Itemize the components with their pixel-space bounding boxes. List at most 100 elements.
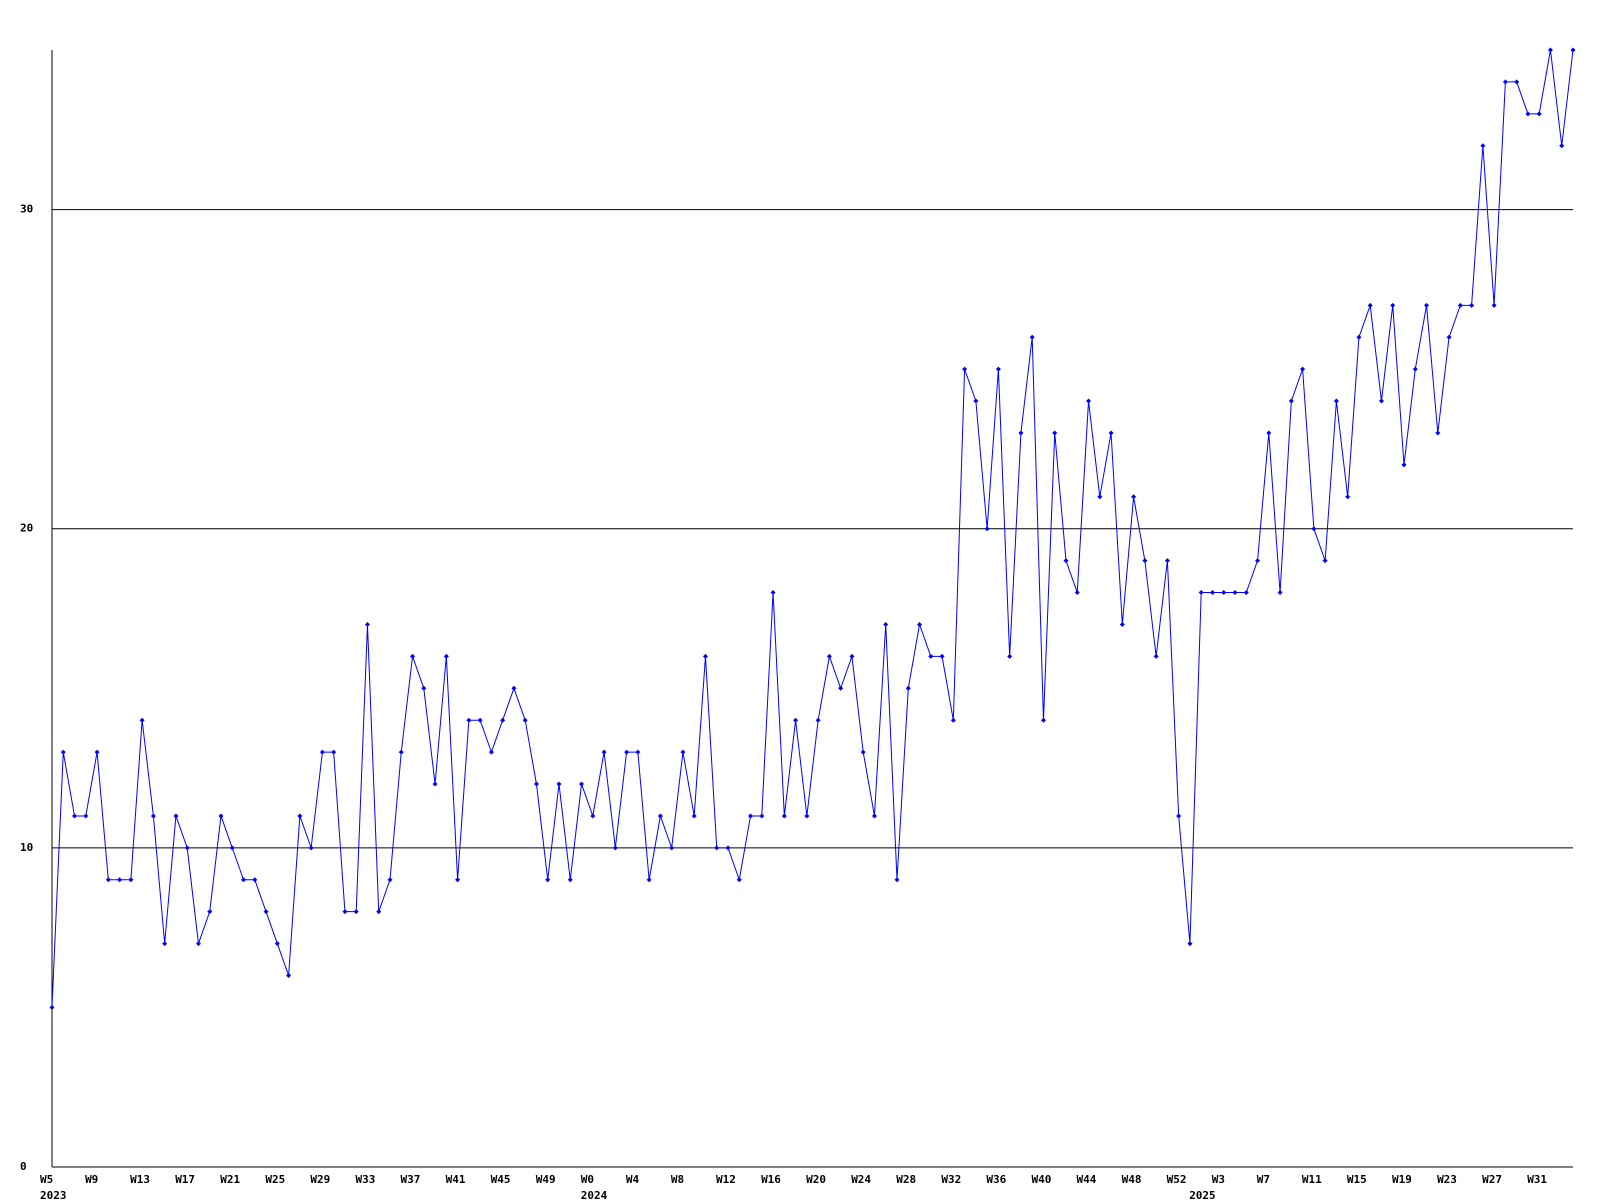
point-marker bbox=[567, 877, 573, 883]
point-marker bbox=[376, 909, 382, 915]
point-marker bbox=[1559, 143, 1565, 149]
x-tick-label: W0 bbox=[581, 1173, 594, 1186]
point-marker bbox=[342, 909, 348, 915]
point-marker bbox=[1187, 941, 1193, 947]
point-marker bbox=[218, 813, 224, 819]
point-marker bbox=[173, 813, 179, 819]
point-marker bbox=[973, 398, 979, 404]
point-marker bbox=[714, 845, 720, 851]
point-marker bbox=[1108, 430, 1114, 436]
point-marker bbox=[229, 845, 235, 851]
year-label: 2023 bbox=[40, 1189, 67, 1200]
point-marker bbox=[804, 813, 810, 819]
point-marker bbox=[1390, 302, 1396, 308]
point-marker bbox=[128, 877, 134, 883]
point-marker bbox=[1209, 590, 1215, 596]
point-marker bbox=[1491, 302, 1497, 308]
point-marker bbox=[736, 877, 742, 883]
point-marker bbox=[1277, 590, 1283, 596]
point-marker bbox=[117, 877, 123, 883]
point-marker bbox=[263, 909, 269, 915]
point-marker bbox=[545, 877, 551, 883]
point-marker bbox=[590, 813, 596, 819]
point-marker bbox=[1401, 462, 1407, 468]
point-marker bbox=[398, 749, 404, 755]
x-tick-label: W23 bbox=[1437, 1173, 1457, 1186]
y-tick-label: 10 bbox=[20, 841, 33, 854]
x-tick-label: W13 bbox=[130, 1173, 150, 1186]
point-marker bbox=[917, 621, 923, 627]
point-marker bbox=[1029, 334, 1035, 340]
point-marker bbox=[962, 366, 968, 372]
x-tick-label: W44 bbox=[1077, 1173, 1097, 1186]
point-marker bbox=[1547, 47, 1553, 53]
x-tick-label: W4 bbox=[626, 1173, 640, 1186]
point-marker bbox=[748, 813, 754, 819]
point-marker bbox=[1333, 398, 1339, 404]
point-marker bbox=[511, 685, 517, 691]
x-tick-label: W24 bbox=[851, 1173, 871, 1186]
x-tick-label: W48 bbox=[1122, 1173, 1142, 1186]
point-marker bbox=[1142, 558, 1148, 564]
x-tick-label: W11 bbox=[1302, 1173, 1322, 1186]
x-tick-label: W52 bbox=[1167, 1173, 1187, 1186]
year-label: 2025 bbox=[1189, 1189, 1216, 1200]
x-tick-label: W31 bbox=[1527, 1173, 1547, 1186]
point-marker bbox=[308, 845, 314, 851]
point-marker bbox=[331, 749, 337, 755]
x-tick-label: W49 bbox=[536, 1173, 556, 1186]
point-marker bbox=[826, 653, 832, 659]
point-marker bbox=[1514, 79, 1520, 85]
point-marker bbox=[60, 749, 66, 755]
point-marker bbox=[669, 845, 675, 851]
point-marker bbox=[139, 717, 145, 723]
point-marker bbox=[162, 941, 168, 947]
point-marker bbox=[725, 845, 731, 851]
point-marker bbox=[410, 653, 416, 659]
x-tick-label: W15 bbox=[1347, 1173, 1367, 1186]
point-marker bbox=[94, 749, 100, 755]
point-marker bbox=[1367, 302, 1373, 308]
point-marker bbox=[241, 877, 247, 883]
point-marker bbox=[1221, 590, 1227, 596]
point-marker bbox=[793, 717, 799, 723]
x-tick-label: W40 bbox=[1031, 1173, 1051, 1186]
point-marker bbox=[1570, 47, 1576, 53]
point-marker bbox=[950, 717, 956, 723]
point-marker bbox=[624, 749, 630, 755]
point-marker bbox=[635, 749, 641, 755]
point-marker bbox=[1356, 334, 1362, 340]
point-marker bbox=[421, 685, 427, 691]
y-tick-label: 30 bbox=[20, 203, 33, 216]
x-tick-label: W9 bbox=[85, 1173, 98, 1186]
x-tick-label: W20 bbox=[806, 1173, 826, 1186]
point-marker bbox=[252, 877, 258, 883]
point-marker bbox=[849, 653, 855, 659]
point-marker bbox=[1176, 813, 1182, 819]
point-marker bbox=[150, 813, 156, 819]
x-tick-label: W8 bbox=[671, 1173, 684, 1186]
point-marker bbox=[1255, 558, 1261, 564]
point-marker bbox=[443, 653, 449, 659]
point-marker bbox=[455, 877, 461, 883]
point-marker bbox=[1502, 79, 1508, 85]
point-marker bbox=[1424, 302, 1430, 308]
point-marker bbox=[319, 749, 325, 755]
point-marker bbox=[1536, 111, 1542, 117]
point-marker bbox=[905, 685, 911, 691]
point-marker bbox=[488, 749, 494, 755]
point-marker bbox=[83, 813, 89, 819]
point-marker bbox=[353, 909, 359, 915]
point-marker bbox=[1480, 143, 1486, 149]
point-marker bbox=[105, 877, 111, 883]
point-marker bbox=[871, 813, 877, 819]
point-marker bbox=[1007, 653, 1013, 659]
point-marker bbox=[815, 717, 821, 723]
point-marker bbox=[1097, 494, 1103, 500]
x-tick-label: W28 bbox=[896, 1173, 916, 1186]
x-tick-label: W41 bbox=[446, 1173, 466, 1186]
point-marker bbox=[1052, 430, 1058, 436]
x-tick-label: W17 bbox=[175, 1173, 195, 1186]
point-marker bbox=[1074, 590, 1080, 596]
